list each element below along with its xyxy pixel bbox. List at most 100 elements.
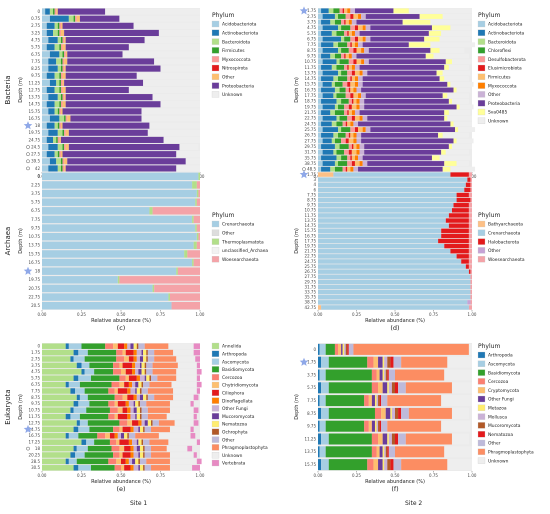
y-tick-label: 27.75 <box>305 138 317 143</box>
bar-segment-unknown <box>450 25 472 31</box>
bar-segment-chytridiomycota <box>119 452 123 458</box>
bar-segment-myxococcota <box>353 138 357 144</box>
bar-segment-firmicutes <box>60 158 63 165</box>
legend-label: Myxococcota <box>222 57 251 63</box>
legend-label: Proteobacteria <box>222 83 254 89</box>
bar-segment-other-fungi <box>128 401 134 407</box>
bar-segment-phragmoplastophyta <box>152 362 178 369</box>
bar-segment-bacteroidota <box>57 37 61 44</box>
bar-segment-metazoa <box>342 343 345 355</box>
bar-segment-acidobacteriota <box>42 165 49 172</box>
bar-segment-cryptomycota <box>368 395 372 407</box>
legend-swatch <box>211 420 220 428</box>
bar-segment-other <box>353 121 359 127</box>
bar-segment-phragmoplastophyta <box>154 356 177 362</box>
legend-label: Nematozoa <box>222 422 247 428</box>
bar-segment-nematozoa <box>379 395 382 407</box>
bar-segment-unknown <box>456 161 469 166</box>
bar-segment-cryptomycota <box>373 356 379 368</box>
bar-segment-ciliophora <box>128 375 137 381</box>
bar-segment-other <box>365 25 371 31</box>
legend-swatch <box>211 405 220 412</box>
bar-segment-unknown <box>149 122 200 129</box>
bar-segment-ochrophyta <box>144 369 147 375</box>
bar-segment-elusimicrobiota <box>347 64 349 70</box>
star-marker-icon <box>23 121 33 130</box>
bar-segment-unknown <box>166 445 188 452</box>
bar-segment-halobacterota <box>445 218 469 223</box>
bar-segment-bacteroidota <box>333 76 339 82</box>
bar-segment-chloroflexi <box>334 138 342 144</box>
bar-segment-other <box>151 375 158 381</box>
bar-segment-bacteroidota <box>336 115 340 121</box>
bar-segment-halobacterota <box>456 254 469 259</box>
bar-segment-ascomycota <box>319 395 326 407</box>
bar-segment-annelida <box>42 394 77 401</box>
bar-segment-acidobacteriota <box>42 51 50 58</box>
x-tick-label: 1.00 <box>468 473 477 478</box>
bar-segment-ciliophora <box>117 401 126 407</box>
legend-label: Halobacterota <box>488 239 519 245</box>
bar-segment-crenarchaeota <box>333 172 451 177</box>
bar-segment-ochrophyta <box>127 433 129 439</box>
bar-segment-unknown <box>450 81 474 87</box>
bar-segment-crenarchaeota <box>318 284 471 290</box>
x-axis-label: Relative abundance (%) <box>91 479 151 485</box>
y-axis-label: Depth (m) <box>18 77 24 103</box>
bar-segment-bacteroidota <box>56 79 60 86</box>
bar-segment-other <box>354 110 360 116</box>
bar-segment-bacteroidota <box>54 72 60 79</box>
bar-segment-cercozoa <box>119 420 128 426</box>
bar-segment-nematozoa <box>141 362 145 369</box>
bar-segment-cryptomycota <box>381 407 386 419</box>
bar-segment-cercozoa <box>113 362 120 369</box>
legend-swatch <box>211 436 220 443</box>
legend-label: Phragmoplastophyta <box>222 445 268 451</box>
x-tick-label: 0.75 <box>156 473 165 478</box>
bar-segment-other-fungi <box>141 420 145 426</box>
bar-segment-mollusca <box>388 382 392 394</box>
y-tick-label: 48.5 <box>307 167 316 172</box>
legend-swatch <box>211 56 220 63</box>
bar-segment-myxococcota <box>348 53 352 59</box>
bar-segment-other <box>143 381 150 388</box>
bar-segment-unknown <box>447 115 472 121</box>
bar-segment-nematozoa <box>390 459 394 471</box>
bar-segment-bacteroidota <box>57 129 63 136</box>
x-tick-label: 0.00 <box>314 473 323 478</box>
bar-segment-annelida <box>42 388 71 394</box>
bar-segment-myxococcota <box>362 25 366 31</box>
bar-segment-proteobacteria <box>361 138 454 144</box>
bar-segment-vertebrata <box>196 388 200 394</box>
star-marker-icon <box>299 357 309 366</box>
bar-segment-other-fungi <box>341 343 343 355</box>
circle-marker-icon <box>26 159 30 164</box>
y-tick-label: 14.75 <box>305 76 317 81</box>
bar-segment-arthropoda <box>318 395 320 407</box>
bar-segment-chloroflexi <box>333 8 340 14</box>
bar-segment-dinoflagellata <box>133 349 137 356</box>
bar-segment-woesearchaeota <box>468 238 472 244</box>
bar-segment-phragmoplastophyta <box>147 388 174 394</box>
bar-segment-firmicutes <box>53 8 55 15</box>
bar-segment-myxococcota <box>60 79 63 86</box>
bar-segment-firmicutes <box>57 22 60 29</box>
bar-segment-crenarchaeota <box>318 177 468 182</box>
y-tick-label: 18 <box>35 123 41 128</box>
legend-label: Nitrospirota <box>222 66 248 72</box>
bar-segment-unknown <box>176 356 196 362</box>
bar-segment-other-fungi <box>385 407 391 419</box>
bar-segment-dinoflagellata <box>130 445 134 452</box>
bar-segment-phragmoplastophyta <box>151 445 167 452</box>
bar-segment-other-fungi <box>378 356 383 368</box>
bar-segment-phragmoplastophyta <box>395 369 445 381</box>
bar-segment-chytridiomycota <box>121 465 125 471</box>
bar-segment-arthropoda <box>65 413 71 420</box>
bar-segment-bacteroidota <box>56 58 61 65</box>
bar-segment-myxococcota <box>59 151 61 158</box>
bar-segment-arthropoda <box>65 381 69 388</box>
bar-segment-chytridiomycota <box>121 369 126 375</box>
bar-segment-bacteroidota <box>57 94 61 101</box>
bar-segment-bacteroidota <box>334 144 340 149</box>
y-tick-label: 35.75 <box>305 155 317 160</box>
